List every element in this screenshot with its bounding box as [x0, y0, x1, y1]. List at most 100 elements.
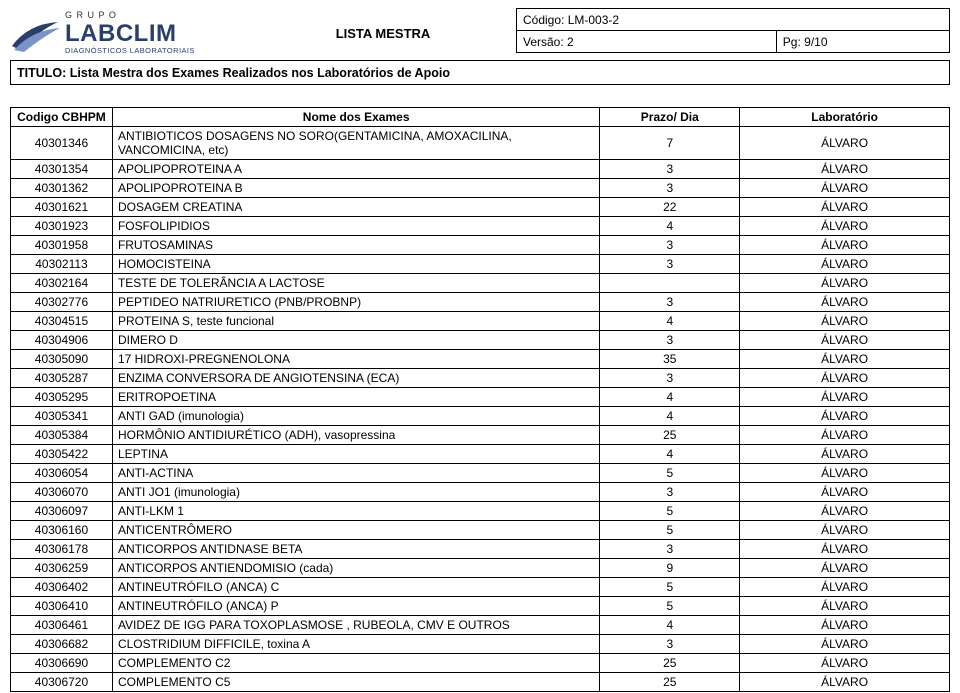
cell-name: ANTI GAD (imunologia) — [112, 407, 599, 426]
cell-lab: ÁLVARO — [740, 255, 950, 274]
cell-lab: ÁLVARO — [740, 312, 950, 331]
cell-name: HOMOCISTEINA — [112, 255, 599, 274]
table-row: 40306070ANTI JO1 (imunologia)3ÁLVARO — [11, 483, 950, 502]
table-row: 40306690COMPLEMENTO C225ÁLVARO — [11, 654, 950, 673]
cell-lab: ÁLVARO — [740, 673, 950, 692]
cell-code: 40306178 — [11, 540, 113, 559]
table-header-row: Codigo CBHPM Nome dos Exames Prazo/ Dia … — [11, 108, 950, 127]
logo-swoosh-icon — [10, 16, 62, 54]
cell-code: 40305295 — [11, 388, 113, 407]
cell-lab: ÁLVARO — [740, 578, 950, 597]
cell-code: 40305422 — [11, 445, 113, 464]
document-header: G R U P O LABCLIM DIAGNÓSTICOS LABORATOR… — [10, 8, 950, 85]
logo-main-text: LABCLIM — [65, 20, 176, 48]
cell-prazo: 4 — [600, 616, 740, 635]
titulo-table: TITULO: Lista Mestra dos Exames Realizad… — [10, 60, 950, 85]
exams-table: Codigo CBHPM Nome dos Exames Prazo/ Dia … — [10, 107, 950, 692]
cell-lab: ÁLVARO — [740, 179, 950, 198]
table-row: 40306461AVIDEZ DE IGG PARA TOXOPLASMOSE … — [11, 616, 950, 635]
cell-prazo: 7 — [600, 127, 740, 160]
cell-lab: ÁLVARO — [740, 127, 950, 160]
cell-code: 40306682 — [11, 635, 113, 654]
col-header-code: Codigo CBHPM — [11, 108, 113, 127]
cell-prazo: 4 — [600, 217, 740, 236]
cell-prazo: 5 — [600, 464, 740, 483]
cell-name: ANTICENTRÔMERO — [112, 521, 599, 540]
cell-lab: ÁLVARO — [740, 217, 950, 236]
cell-code: 40301958 — [11, 236, 113, 255]
table-row: 40306410ANTINEUTRÓFILO (ANCA) P5ÁLVARO — [11, 597, 950, 616]
table-row: 40306682CLOSTRIDIUM DIFFICILE, toxina A3… — [11, 635, 950, 654]
cell-lab: ÁLVARO — [740, 559, 950, 578]
cell-lab: ÁLVARO — [740, 464, 950, 483]
logo-sub-text: DIAGNÓSTICOS LABORATORIAIS — [65, 46, 195, 55]
cell-code: 40302776 — [11, 293, 113, 312]
table-row: 40301923FOSFOLIPIDIOS4ÁLVARO — [11, 217, 950, 236]
cell-lab: ÁLVARO — [740, 407, 950, 426]
cell-lab: ÁLVARO — [740, 445, 950, 464]
lista-mestra-title: LISTA MESTRA — [250, 8, 516, 41]
cell-lab: ÁLVARO — [740, 198, 950, 217]
table-row: 40306097ANTI-LKM 15ÁLVARO — [11, 502, 950, 521]
cell-lab: ÁLVARO — [740, 236, 950, 255]
cell-name: TESTE DE TOLERÂNCIA A LACTOSE — [112, 274, 599, 293]
cell-name: DOSAGEM CREATINA — [112, 198, 599, 217]
cell-code: 40304515 — [11, 312, 113, 331]
cell-code: 40302164 — [11, 274, 113, 293]
labclim-logo: G R U P O LABCLIM DIAGNÓSTICOS LABORATOR… — [10, 10, 240, 58]
cell-prazo: 3 — [600, 160, 740, 179]
cell-prazo: 3 — [600, 255, 740, 274]
table-row: 40301621DOSAGEM CREATINA22ÁLVARO — [11, 198, 950, 217]
titulo-cell: TITULO: Lista Mestra dos Exames Realizad… — [11, 61, 950, 85]
cell-lab: ÁLVARO — [740, 597, 950, 616]
cell-code: 40306410 — [11, 597, 113, 616]
cell-name: ANTINEUTRÓFILO (ANCA) P — [112, 597, 599, 616]
cell-lab: ÁLVARO — [740, 331, 950, 350]
table-row: 40301346ANTIBIOTICOS DOSAGENS NO SORO(GE… — [11, 127, 950, 160]
cell-code: 40305287 — [11, 369, 113, 388]
cell-prazo: 4 — [600, 407, 740, 426]
cell-name: ANTICORPOS ANTIENDOMISIO (cada) — [112, 559, 599, 578]
cell-name: CLOSTRIDIUM DIFFICILE, toxina A — [112, 635, 599, 654]
cell-prazo: 4 — [600, 312, 740, 331]
table-row: 40304906DIMERO D3ÁLVARO — [11, 331, 950, 350]
table-row: 40305287ENZIMA CONVERSORA DE ANGIOTENSIN… — [11, 369, 950, 388]
cell-code: 40306097 — [11, 502, 113, 521]
cell-name: FOSFOLIPIDIOS — [112, 217, 599, 236]
table-row: 40302113HOMOCISTEINA3ÁLVARO — [11, 255, 950, 274]
cell-name: PROTEINA S, teste funcional — [112, 312, 599, 331]
cell-name: ANTI-LKM 1 — [112, 502, 599, 521]
pg-cell: Pg: 9/10 — [776, 31, 949, 53]
cell-prazo: 3 — [600, 236, 740, 255]
cell-name: HORMÔNIO ANTIDIURÉTICO (ADH), vasopressi… — [112, 426, 599, 445]
cell-name: ANTIBIOTICOS DOSAGENS NO SORO(GENTAMICIN… — [112, 127, 599, 160]
cell-code: 40304906 — [11, 331, 113, 350]
cell-name: PEPTIDEO NATRIURETICO (PNB/PROBNP) — [112, 293, 599, 312]
cell-name: APOLIPOPROTEINA B — [112, 179, 599, 198]
cell-name: ANTI JO1 (imunologia) — [112, 483, 599, 502]
cell-lab: ÁLVARO — [740, 293, 950, 312]
cell-name: ANTICORPOS ANTIDNASE BETA — [112, 540, 599, 559]
logo-block: G R U P O LABCLIM DIAGNÓSTICOS LABORATOR… — [10, 8, 250, 58]
cell-code: 40301354 — [11, 160, 113, 179]
cell-code: 40306690 — [11, 654, 113, 673]
cell-code: 40306054 — [11, 464, 113, 483]
table-row: 40306720COMPLEMENTO C525ÁLVARO — [11, 673, 950, 692]
cell-prazo: 5 — [600, 597, 740, 616]
cell-code: 40306070 — [11, 483, 113, 502]
cell-lab: ÁLVARO — [740, 388, 950, 407]
cell-prazo: 25 — [600, 654, 740, 673]
table-row: 40306259ANTICORPOS ANTIENDOMISIO (cada)9… — [11, 559, 950, 578]
cell-prazo: 3 — [600, 483, 740, 502]
table-row: 40301354APOLIPOPROTEINA A3ÁLVARO — [11, 160, 950, 179]
cell-code: 40305341 — [11, 407, 113, 426]
cell-prazo: 4 — [600, 445, 740, 464]
cell-lab: ÁLVARO — [740, 540, 950, 559]
table-row: 40304515PROTEINA S, teste funcional4ÁLVA… — [11, 312, 950, 331]
cell-lab: ÁLVARO — [740, 635, 950, 654]
table-row: 40306178ANTICORPOS ANTIDNASE BETA3ÁLVARO — [11, 540, 950, 559]
col-header-prazo: Prazo/ Dia — [600, 108, 740, 127]
table-row: 40306160ANTICENTRÔMERO5ÁLVARO — [11, 521, 950, 540]
table-row: 40301362APOLIPOPROTEINA B3ÁLVARO — [11, 179, 950, 198]
cell-code: 40306402 — [11, 578, 113, 597]
